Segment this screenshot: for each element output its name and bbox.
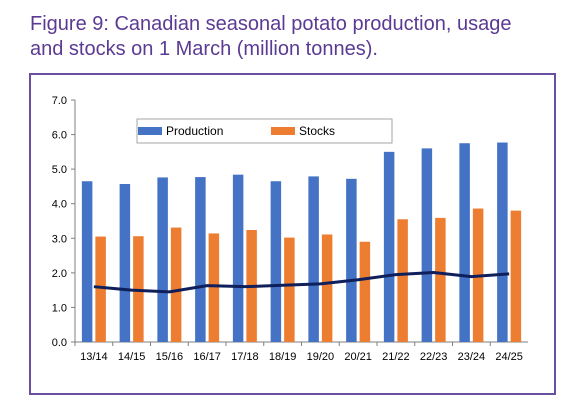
- legend-swatch: [138, 127, 162, 135]
- y-tick-label: 1.0: [52, 302, 67, 314]
- production-bar: [459, 143, 470, 342]
- production-bar: [119, 184, 131, 342]
- x-tick-label: 19/20: [307, 351, 335, 363]
- x-tick-label: 17/18: [231, 351, 259, 363]
- stocks-bar: [284, 237, 295, 342]
- y-tick-label: 4.0: [52, 199, 67, 211]
- production-bar: [497, 142, 508, 342]
- x-tick-label: 15/16: [156, 351, 184, 363]
- x-tick-label: 13/14: [80, 351, 108, 363]
- legend-label: Production: [166, 124, 223, 138]
- production-bar: [81, 181, 93, 342]
- x-tick-label: 24/25: [495, 351, 523, 363]
- production-bar: [383, 151, 395, 342]
- stocks-bar: [397, 219, 408, 342]
- legend-label: Stocks: [299, 124, 335, 138]
- stocks-bar: [170, 227, 182, 342]
- figure-title-line-1: Figure 9: Canadian seasonal potato produ…: [30, 13, 512, 35]
- x-tick-label: 16/17: [193, 351, 221, 363]
- stocks-bar: [95, 236, 106, 342]
- production-bar: [270, 181, 282, 342]
- production-bar: [308, 176, 319, 342]
- figure-title-line-2: and stocks on 1 March (million tonnes).: [30, 38, 378, 60]
- y-tick-label: 2.0: [52, 268, 67, 280]
- x-tick-label: 23/24: [458, 351, 486, 363]
- stocks-bar: [435, 217, 446, 342]
- stocks-bar: [510, 210, 522, 342]
- legend-swatch: [271, 127, 295, 135]
- usage-line: [93, 271, 510, 294]
- stocks-bar: [321, 234, 333, 342]
- production-bar: [346, 178, 357, 342]
- x-tick-label: 21/22: [382, 351, 410, 363]
- y-tick-label: 7.0: [52, 95, 67, 107]
- x-tick-label: 20/21: [344, 351, 372, 363]
- chart-frame: [29, 73, 556, 395]
- x-tick-label: 14/15: [118, 351, 146, 363]
- figure-title: Figure 9: Canadian seasonal potato produ…: [30, 12, 560, 62]
- stocks-bar: [208, 233, 220, 342]
- legend-box: [136, 118, 393, 144]
- production-bar: [157, 177, 168, 342]
- x-tick-label: 22/23: [420, 351, 448, 363]
- stocks-bar: [359, 241, 371, 342]
- legend: Production Stocks: [136, 118, 393, 144]
- production-bar: [232, 174, 244, 342]
- x-tick-label: 18/19: [269, 351, 297, 363]
- production-bar: [195, 177, 206, 342]
- production-bar: [421, 148, 433, 342]
- y-tick-label: 5.0: [52, 164, 67, 176]
- y-tick-label: 6.0: [52, 130, 67, 142]
- y-tick-label: 3.0: [52, 233, 67, 245]
- y-tick-label: 0.0: [52, 337, 67, 349]
